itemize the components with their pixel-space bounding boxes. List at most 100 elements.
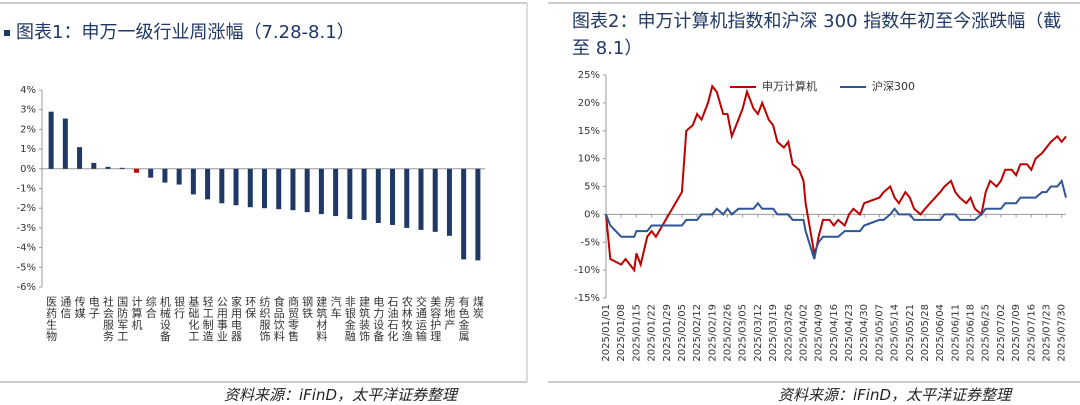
x-tick-label: 综合 — [144, 295, 157, 319]
bar — [62, 118, 68, 169]
bar — [276, 168, 282, 210]
y-tick-label: -2% — [17, 203, 36, 214]
x-tick-label: 2025/06/25 — [981, 304, 992, 362]
bar — [304, 168, 310, 213]
bar — [48, 111, 54, 169]
bar — [390, 168, 396, 225]
x-tick-label: 钢铁 — [301, 296, 314, 319]
x-tick-label: 石油石化 — [386, 296, 399, 342]
x-tick-label: 2025/05/21 — [905, 304, 916, 362]
bar — [190, 168, 196, 195]
bar — [290, 168, 296, 211]
legend-label: 沪深300 — [872, 79, 915, 93]
y-tick-label: 3% — [20, 105, 36, 116]
x-tick-label: 2025/03/19 — [768, 304, 779, 362]
x-tick-label: 2025/04/30 — [859, 304, 870, 362]
x-tick-label: 交通运输 — [414, 295, 427, 343]
x-tick-label: 非银金融 — [343, 296, 356, 343]
x-tick-label: 通信 — [59, 296, 72, 320]
chart-title: 图表2：申万计算机指数和沪深 300 指数年初至今涨跌幅（截至 8.1） — [572, 11, 1062, 59]
y-tick-label: 5% — [584, 182, 600, 193]
bar — [361, 168, 367, 221]
x-tick-label: 基础化工 — [187, 296, 200, 342]
y-tick-label: 4% — [20, 85, 36, 96]
x-tick-label: 2025/07/02 — [996, 304, 1007, 362]
x-tick-label: 2025/07/30 — [1057, 304, 1068, 362]
x-tick-label: 2025/01/22 — [647, 304, 658, 362]
x-tick-label: 2025/05/28 — [920, 304, 931, 362]
y-tick-label: 25% — [578, 70, 600, 81]
x-tick-label: 2025/01/01 — [601, 304, 612, 362]
bar — [148, 168, 154, 178]
bar — [333, 168, 339, 217]
x-tick-label: 2025/04/23 — [844, 304, 855, 362]
bar — [418, 168, 424, 230]
bar — [262, 168, 267, 209]
bar — [219, 168, 225, 204]
y-tick-label: 0% — [20, 164, 36, 175]
bar — [446, 168, 452, 236]
bar — [233, 168, 239, 206]
x-tick-label: 有色金属 — [457, 295, 470, 343]
bar — [432, 168, 438, 232]
y-tick-label: 10% — [578, 154, 600, 165]
x-tick-label: 公用事业 — [215, 296, 228, 342]
x-tick-label: 电子 — [87, 296, 100, 319]
x-tick-label: 2025/07/09 — [1011, 304, 1022, 362]
x-tick-label: 计算机 — [130, 296, 143, 331]
x-tick-label: 2025/04/09 — [814, 304, 825, 362]
x-tick-label: 2025/01/08 — [616, 304, 627, 362]
x-tick-label: 建筑材料 — [315, 295, 328, 343]
x-tick-label: 2025/04/02 — [798, 304, 809, 362]
x-tick-label: 2025/07/23 — [1041, 304, 1052, 362]
x-tick-label: 2025/02/12 — [692, 304, 703, 362]
x-tick-label: 2025/02/05 — [677, 304, 688, 362]
x-tick-label: 社会服务 — [102, 295, 115, 342]
x-tick-label: 农林牧渔 — [400, 295, 413, 343]
x-tick-label: 2025/06/18 — [966, 304, 977, 362]
x-tick-label: 2025/05/14 — [890, 304, 901, 362]
y-tick-label: -4% — [17, 243, 36, 254]
x-tick-label: 2025/02/26 — [723, 304, 734, 362]
source: 资料来源：iFinD，太平洋证券整理 — [224, 386, 458, 404]
x-tick-label: 2025/04/16 — [829, 304, 840, 362]
x-tick-label: 美容护理 — [429, 296, 442, 342]
x-tick-label: 2025/02/19 — [707, 304, 718, 362]
bullet — [4, 30, 10, 36]
bar — [347, 168, 353, 220]
x-tick-label: 传媒 — [73, 296, 86, 320]
x-tick-label: 家用电器 — [230, 295, 243, 343]
chart-title: 图表1：申万一级行业周涨幅（7.28-8.1） — [16, 22, 355, 43]
x-tick-label: 建筑装饰 — [358, 295, 371, 342]
x-tick-label: 2025/03/12 — [753, 304, 764, 362]
y-tick-label: -5% — [17, 262, 36, 273]
x-tick-label: 2025/01/15 — [631, 304, 642, 362]
bar — [162, 168, 168, 183]
bar — [176, 168, 182, 185]
y-tick-label: 15% — [578, 126, 600, 137]
bar — [91, 162, 97, 169]
x-tick-label: 食品饮料 — [272, 295, 285, 343]
y-tick-label: -6% — [17, 282, 36, 293]
bar — [461, 168, 467, 260]
bar — [77, 147, 83, 169]
source: 资料来源：iFinD，太平洋证券整理 — [778, 386, 1012, 404]
y-tick-label: -15% — [574, 293, 600, 304]
x-tick-label: 房地产 — [443, 296, 456, 331]
bar — [318, 168, 324, 215]
bar — [404, 168, 410, 228]
x-tick-label: 2025/03/05 — [738, 304, 749, 362]
x-tick-label: 医药生物 — [45, 296, 58, 342]
bar — [247, 168, 253, 208]
x-tick-label: 机械设备 — [158, 295, 171, 343]
bar — [119, 167, 125, 169]
x-tick-label: 2025/06/11 — [950, 304, 961, 362]
bar — [105, 166, 111, 169]
bar — [375, 168, 381, 223]
y-tick-label: -1% — [17, 184, 36, 195]
y-tick-label: -5% — [581, 237, 600, 248]
y-tick-label: -10% — [574, 265, 600, 276]
x-tick-label: 2025/05/07 — [874, 304, 885, 362]
y-tick-label: 20% — [578, 98, 600, 109]
